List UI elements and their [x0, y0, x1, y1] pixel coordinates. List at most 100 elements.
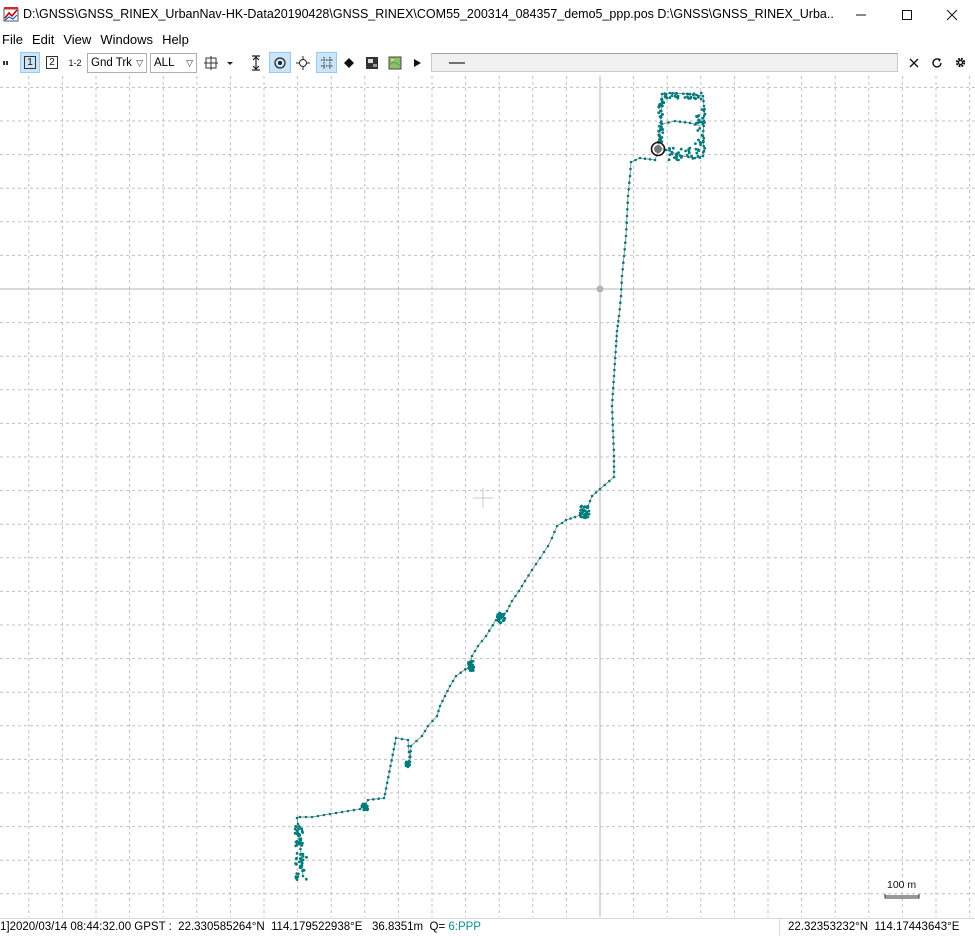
track-point — [612, 442, 615, 445]
track-point — [298, 834, 302, 837]
track-point — [480, 639, 484, 643]
menu-view[interactable]: View — [63, 32, 92, 47]
time-slider-thumb[interactable] — [449, 62, 465, 64]
scale-bar: 100 m — [884, 879, 920, 899]
menu-bar: File Edit View Windows Help — [0, 30, 975, 50]
track-point — [400, 737, 404, 741]
grid-icon — [320, 56, 333, 69]
plot-type-select[interactable]: Gnd Trk ▽ — [87, 53, 147, 73]
options-button[interactable] — [951, 52, 969, 73]
plot-1-button[interactable]: 1 — [20, 52, 40, 73]
track-point — [364, 806, 368, 810]
track-point — [691, 157, 695, 160]
track-point — [387, 775, 390, 779]
track-point — [298, 866, 302, 869]
track-point — [657, 129, 660, 133]
track-point — [588, 499, 592, 503]
menu-windows[interactable]: Windows — [100, 32, 154, 47]
track-point — [668, 96, 672, 100]
center-point-dropdown[interactable] — [224, 52, 236, 73]
track-point — [619, 294, 623, 298]
close-button[interactable] — [929, 0, 975, 30]
menu-file[interactable]: File — [2, 32, 23, 47]
track-point — [702, 104, 706, 108]
plot-1-2-button[interactable]: 1-2 — [64, 52, 86, 73]
clear-button[interactable] — [905, 52, 923, 73]
diamond-icon — [344, 57, 354, 68]
track-point — [617, 314, 621, 318]
track-point — [392, 747, 396, 751]
track-point — [372, 798, 375, 801]
track-point — [300, 827, 304, 831]
track-point — [612, 374, 616, 378]
track-point — [407, 744, 410, 748]
track-point — [622, 261, 625, 264]
track-point — [661, 128, 665, 131]
grid-toggle-button[interactable] — [316, 52, 337, 73]
track-point — [612, 436, 615, 439]
track-point — [615, 334, 618, 338]
track-point — [692, 92, 696, 96]
fit-vertical-icon — [252, 54, 260, 71]
track-point — [612, 470, 616, 474]
track-point — [467, 661, 470, 664]
fit-vertical-button[interactable] — [246, 52, 266, 73]
track-point — [298, 825, 301, 828]
track-point — [693, 156, 697, 160]
reload-button[interactable] — [928, 52, 946, 73]
track-point — [665, 96, 669, 100]
show-map-button[interactable] — [362, 52, 382, 73]
track-point — [678, 154, 682, 157]
track-point — [690, 154, 693, 158]
track-point — [391, 753, 395, 757]
track-point — [629, 160, 633, 164]
maximize-icon — [902, 10, 912, 20]
menu-help[interactable]: Help — [162, 32, 189, 47]
track-point — [688, 121, 692, 125]
track-point — [587, 512, 591, 516]
track-point — [590, 494, 594, 498]
track-point — [523, 579, 527, 583]
minimize-button[interactable] — [838, 0, 884, 30]
track-point — [629, 167, 632, 171]
track-point — [658, 138, 662, 142]
plot-canvas[interactable]: 100 m — [0, 76, 975, 917]
fix-center-button[interactable] — [293, 52, 313, 73]
track-point — [699, 97, 703, 101]
track-point — [316, 814, 320, 818]
track-point — [300, 829, 304, 833]
play-button[interactable] — [407, 52, 427, 73]
show-gis-button[interactable] — [385, 52, 405, 73]
track-point — [689, 95, 693, 99]
track-point — [696, 121, 700, 125]
time-slider[interactable] — [431, 53, 898, 72]
center-point-button[interactable] — [200, 52, 222, 73]
menu-edit[interactable]: Edit — [31, 32, 55, 47]
center-origin-button[interactable] — [269, 52, 291, 73]
origin-axes — [0, 76, 975, 917]
track-point — [423, 729, 427, 733]
maximize-button[interactable] — [884, 0, 930, 30]
track-point — [587, 509, 591, 513]
ground-track-plot[interactable]: 100 m — [0, 76, 975, 917]
gear-icon — [955, 57, 965, 68]
track-point — [668, 153, 672, 157]
quality-filter-select[interactable]: ALL ▽ — [150, 53, 197, 73]
track-point — [626, 201, 629, 204]
track-point — [580, 508, 584, 511]
track-point — [384, 787, 388, 790]
toolbar: 1 2 1-2 Gnd Trk ▽ ALL ▽ — [0, 51, 975, 75]
map-image-icon — [366, 56, 378, 69]
mark-point-button[interactable] — [339, 52, 359, 73]
plot-2-button[interactable]: 2 — [42, 52, 62, 73]
track-point — [608, 479, 611, 483]
track-point — [300, 844, 304, 847]
track-point — [671, 146, 675, 150]
track-point — [618, 308, 621, 311]
title-bar: D:\GNSS\GNSS_RINEX_UrbanNav-HK-Data20190… — [0, 0, 975, 30]
track-point — [668, 91, 672, 95]
status-position-text: 1]2020/03/14 08:44:32.00 GPST : 22.33058… — [0, 921, 449, 933]
track-point — [701, 94, 705, 98]
track-point — [448, 684, 452, 688]
track-point — [696, 148, 700, 151]
